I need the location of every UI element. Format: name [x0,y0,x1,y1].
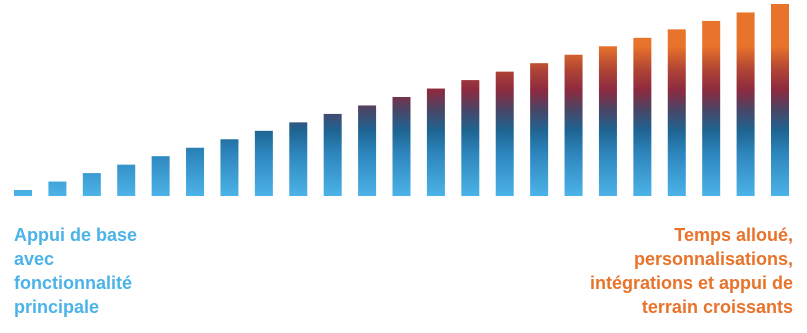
bar-19 [633,37,652,196]
bar-17 [564,54,583,197]
left-caption-line: avec [14,249,55,269]
bar-20 [667,29,686,196]
growth-caption: Temps alloué, personnalisations, intégra… [493,223,793,319]
left-caption-line: principale [14,297,100,317]
bar-series [14,4,789,197]
left-caption-line: Appui de base [14,225,138,245]
bar-11 [358,105,377,196]
bar-12 [392,97,411,196]
bar-3 [82,173,101,196]
bar-16 [530,63,549,197]
bar-18 [598,46,617,196]
bar-1 [14,190,32,196]
bar-14 [461,80,480,196]
base-support-caption: Appui de base avec fonctionnalité princi… [14,223,204,319]
bar-15 [495,71,514,196]
bar-13 [426,88,445,196]
bar-2 [48,181,67,196]
bar-4 [117,164,136,196]
bar-7 [220,139,239,196]
growth-bar-chart [14,4,789,197]
bar-23 [771,4,789,196]
right-caption-line: Temps alloué, [674,225,793,245]
left-caption-line: fonctionnalité [14,273,132,293]
bar-21 [702,20,721,196]
right-caption-line: intégrations et appui de [589,273,793,293]
right-caption-line: personnalisations, [633,249,793,269]
bar-22 [736,12,755,197]
bar-10 [323,113,342,196]
bar-9 [289,122,308,196]
bar-6 [186,147,205,196]
right-caption-line: terrain croissants [641,297,793,317]
bar-8 [254,130,273,196]
bar-5 [151,156,170,196]
